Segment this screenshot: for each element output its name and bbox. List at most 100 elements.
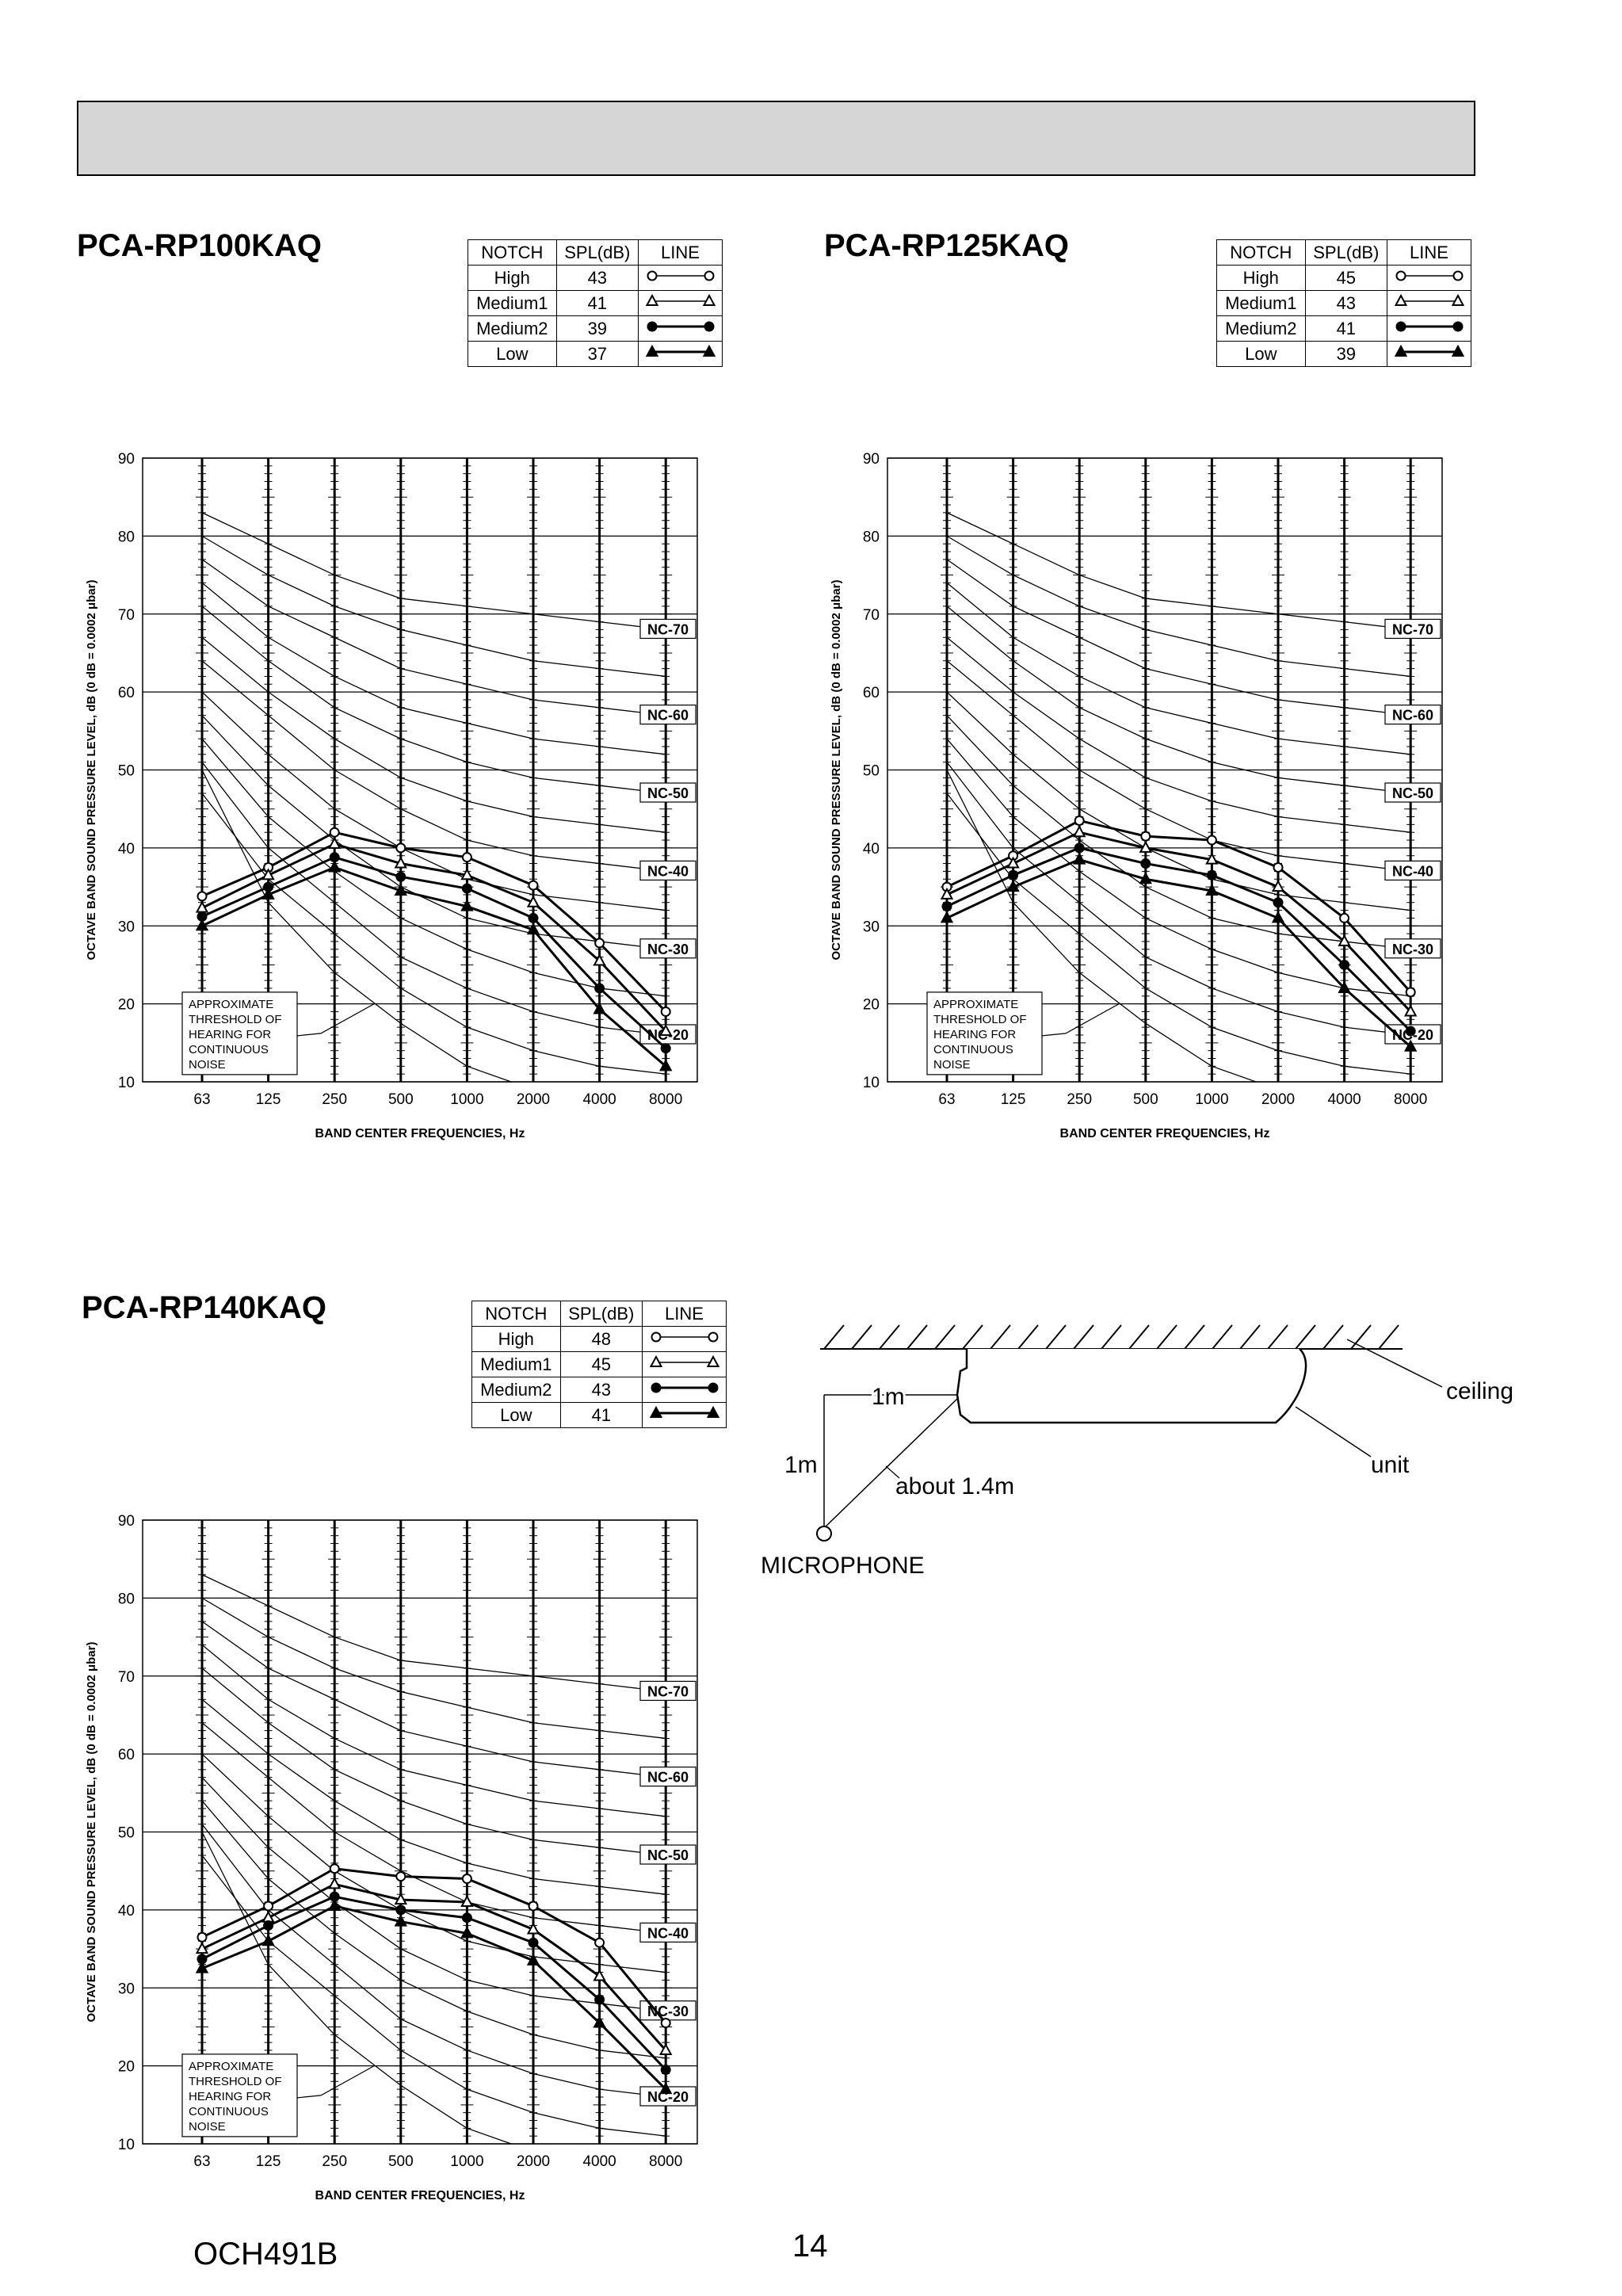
data-point-low — [1073, 852, 1086, 865]
y-tick-label: 70 — [863, 607, 880, 624]
y-tick-label: 60 — [863, 685, 880, 701]
data-point-low — [526, 1953, 540, 1966]
y-tick-label: 30 — [118, 1981, 135, 1997]
data-point-medium1 — [1139, 840, 1152, 853]
data-point-high — [263, 1901, 274, 1912]
legend-notch: Medium2 — [1216, 315, 1306, 342]
hearing-threshold-curve — [946, 770, 1258, 1082]
legend-line-icon — [645, 344, 716, 357]
x-tick-label: 250 — [322, 2153, 347, 2170]
legend-header-line: LINE — [638, 239, 723, 266]
x-tick-label: 500 — [388, 1091, 414, 1108]
legend-spl: 43 — [1304, 290, 1388, 316]
legend-marker-start — [649, 1405, 662, 1418]
data-point-high — [395, 1871, 406, 1882]
x-tick-label: 1000 — [450, 2153, 483, 2170]
legend-spl: 45 — [1304, 265, 1388, 291]
diagonal-leader-line — [885, 1465, 900, 1479]
threshold-note-line: APPROXIMATE — [189, 2060, 273, 2073]
data-point-medium2 — [660, 1043, 671, 1054]
data-point-medium1 — [1404, 1004, 1418, 1017]
data-point-low — [526, 923, 540, 935]
page-number: 14 — [792, 2229, 828, 2264]
nc-curve-nc-70 — [946, 512, 1411, 631]
data-point-medium1 — [940, 887, 954, 900]
legend-marker-start — [1395, 321, 1406, 331]
data-point-low — [593, 1002, 606, 1014]
threshold-note-line: CONTINUOUS — [189, 2105, 269, 2118]
nc-curves — [946, 512, 1411, 1082]
ceiling-label: ceiling — [1446, 1378, 1513, 1404]
data-point-medium2 — [528, 912, 539, 923]
unit-leader-line — [1295, 1406, 1372, 1457]
legend-line-swatch — [638, 290, 723, 316]
data-point-high — [461, 1874, 472, 1885]
y-tick-label: 40 — [118, 841, 135, 858]
data-point-medium1 — [526, 1922, 540, 1935]
data-point-low — [659, 2082, 673, 2095]
legend-marker-end — [1451, 293, 1464, 306]
nc-label-box — [639, 1922, 697, 1943]
data-point-medium1 — [328, 836, 342, 849]
nc-curve-nc-60 — [946, 559, 1411, 716]
legend-spl: 41 — [555, 290, 639, 316]
data-point-medium1 — [526, 895, 540, 907]
y-tick-label: 80 — [118, 529, 135, 545]
data-point-high — [594, 938, 605, 949]
data-point-low — [328, 860, 342, 873]
legend-line-swatch — [638, 265, 723, 291]
nc-chart-rp125: 10 20 30 40 50 60 70 80 90 63 125 250 500 1000 2000 400… — [830, 451, 1443, 1140]
threshold-note-line: CONTINUOUS — [189, 1043, 269, 1056]
legend-line-icon — [651, 1382, 718, 1392]
threshold-note-line: HEARING FOR — [933, 1028, 1016, 1041]
threshold-note-line: NOISE — [189, 2120, 226, 2134]
nc-label-box — [639, 1844, 697, 1865]
nc-curve-nc-55 — [946, 582, 1411, 755]
legend-spl: 45 — [559, 1351, 643, 1377]
series-line-medium1 — [201, 842, 667, 1033]
legend-marker-end — [708, 1382, 718, 1392]
data-point-medium1 — [328, 1877, 342, 1889]
series-line-medium2 — [201, 1895, 667, 2071]
legend-notch: High — [471, 1326, 561, 1352]
threshold-note-line: THRESHOLD OF — [189, 1013, 282, 1026]
nc-curve-nc-15 — [201, 1855, 666, 2137]
legend-line-swatch — [1387, 290, 1471, 316]
data-point-high — [329, 827, 340, 838]
nc-curve-nc-15 — [946, 793, 1411, 1075]
legend-notch: Medium1 — [468, 290, 557, 316]
data-point-low — [195, 1961, 209, 1973]
data-point-low — [1338, 980, 1351, 993]
legend-header-spl: SPL(dB) — [1304, 239, 1388, 266]
microphone-icon — [816, 1526, 832, 1541]
data-point-low — [1205, 883, 1219, 896]
x-tick-label: 500 — [1133, 1091, 1158, 1108]
data-point-high — [197, 891, 208, 902]
data-point-low — [460, 1926, 474, 1939]
nc-label-box — [639, 860, 697, 881]
y-tick-label: 50 — [118, 763, 135, 780]
x-tick-label: 2000 — [1261, 1091, 1295, 1108]
nc-label-box — [1384, 860, 1441, 881]
legend-line-icon — [1395, 270, 1463, 281]
nc-curve-nc-65 — [201, 1597, 666, 1740]
legend-notch: Medium1 — [471, 1351, 561, 1377]
legend-notch: Medium2 — [471, 1377, 561, 1403]
data-point-medium2 — [461, 1912, 472, 1924]
legend-spl: 41 — [1304, 315, 1388, 342]
series-line-low — [201, 865, 667, 1068]
data-point-medium1 — [1205, 852, 1219, 865]
legend-line-swatch — [642, 1402, 727, 1428]
x-tick-label: 8000 — [1394, 1091, 1427, 1108]
x-tick-label: 125 — [1001, 1091, 1026, 1108]
data-point-low — [1271, 911, 1285, 923]
series-line-low — [201, 1904, 667, 2091]
legend-marker-start — [649, 1354, 662, 1367]
nc-curve-nc-30 — [201, 715, 666, 950]
data-point-medium2 — [1206, 869, 1217, 881]
data-point-high — [197, 1931, 208, 1943]
diagonal-dimension-line — [823, 1398, 958, 1529]
threshold-note-line: HEARING FOR — [189, 1028, 271, 1041]
nc-curve-nc-40 — [201, 660, 666, 873]
legend-marker-start — [647, 321, 657, 331]
